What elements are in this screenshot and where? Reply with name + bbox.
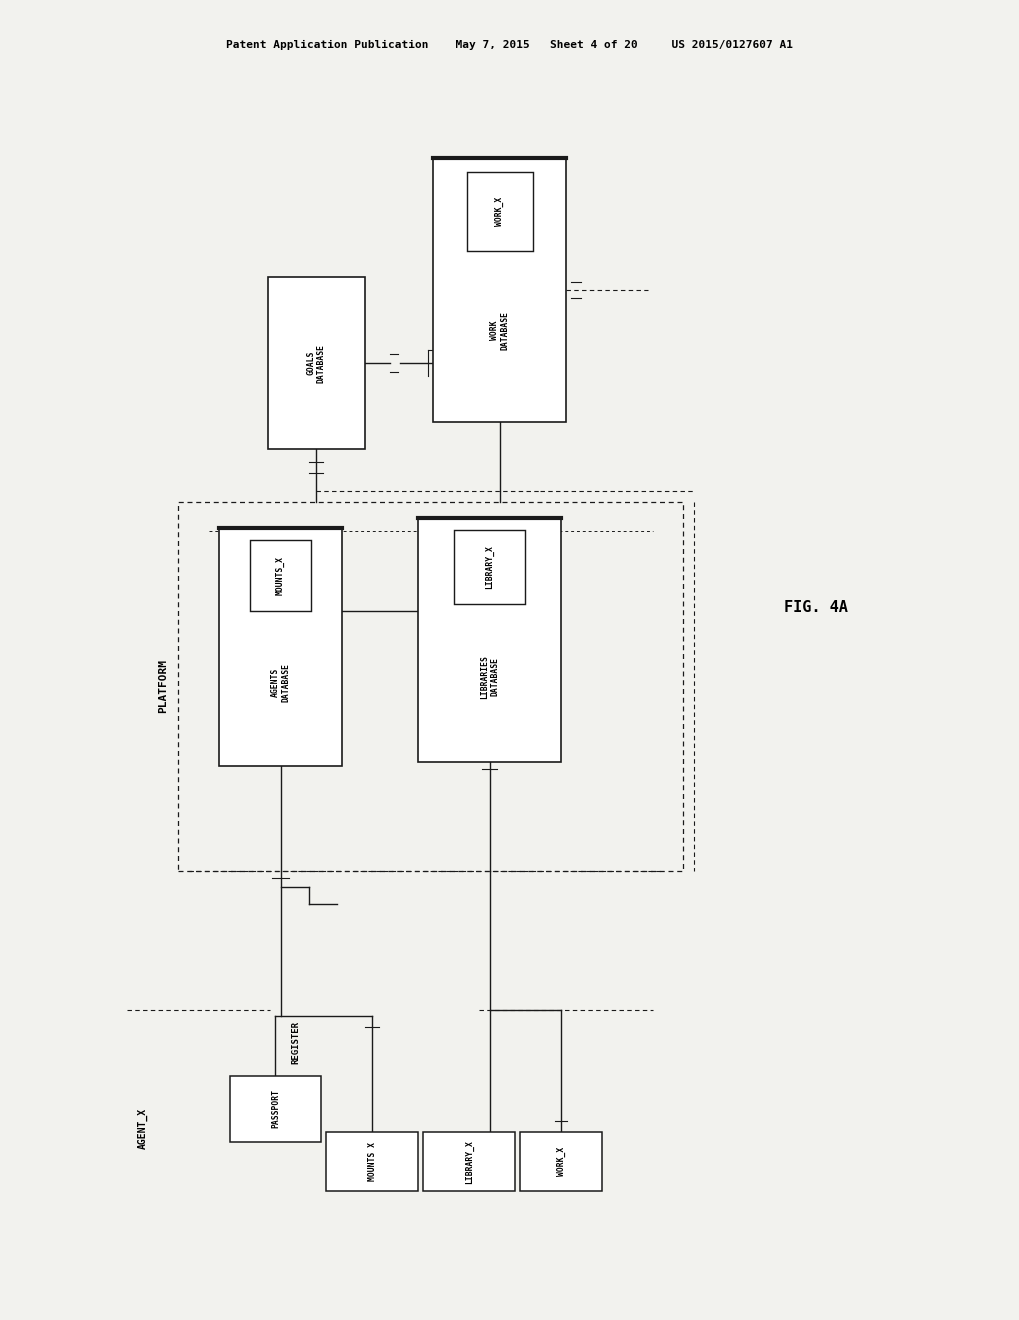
Bar [467, 172, 533, 251]
Text: FIG. 4A: FIG. 4A [784, 599, 847, 615]
Text: PLATFORM: PLATFORM [158, 660, 168, 713]
Bar [326, 1131, 418, 1191]
Bar [453, 531, 525, 603]
Text: MOUNTS X: MOUNTS X [368, 1142, 376, 1181]
Text: LIBRARY_X: LIBRARY_X [465, 1139, 473, 1184]
Text: WORK_X: WORK_X [495, 197, 503, 226]
Bar [219, 528, 341, 766]
Text: REGISTER: REGISTER [291, 1022, 300, 1064]
Text: WORK
DATABASE: WORK DATABASE [489, 310, 510, 350]
Bar [520, 1131, 601, 1191]
Bar [423, 1131, 515, 1191]
Bar [250, 540, 311, 611]
Text: MOUNTS_X: MOUNTS_X [276, 556, 284, 595]
Bar [433, 158, 566, 422]
Text: AGENT_X: AGENT_X [138, 1107, 148, 1150]
Text: Patent Application Publication    May 7, 2015   Sheet 4 of 20     US 2015/012760: Patent Application Publication May 7, 20… [226, 40, 793, 50]
Text: GOALS
DATABASE: GOALS DATABASE [306, 343, 326, 383]
Bar [268, 277, 365, 449]
Text: AGENTS
DATABASE: AGENTS DATABASE [270, 663, 290, 702]
Text: WORK_X: WORK_X [556, 1147, 565, 1176]
Bar [229, 1076, 321, 1142]
Text: LIBRARY_X: LIBRARY_X [485, 545, 493, 589]
Bar [418, 519, 560, 763]
Text: PASSPORT: PASSPORT [271, 1089, 279, 1129]
Bar [178, 502, 683, 871]
Text: LIBRARIES
DATABASE: LIBRARIES DATABASE [479, 655, 499, 698]
